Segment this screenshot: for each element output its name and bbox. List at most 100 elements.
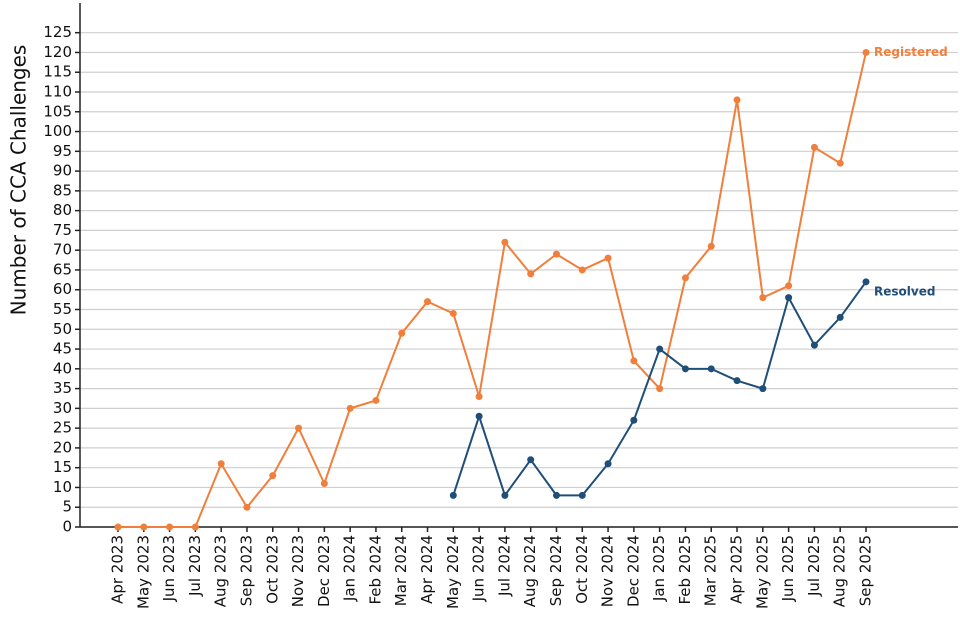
data-point bbox=[578, 491, 586, 499]
y-tick-label: 25 bbox=[53, 419, 72, 437]
x-tick-label: May 2024 bbox=[444, 535, 462, 609]
y-tick-label: 110 bbox=[43, 83, 72, 101]
x-tick-label: Sep 2023 bbox=[237, 535, 255, 606]
y-tick-label: 90 bbox=[53, 162, 72, 180]
data-point bbox=[269, 472, 277, 480]
data-point bbox=[785, 282, 793, 290]
data-point bbox=[707, 242, 715, 250]
data-point bbox=[630, 357, 638, 365]
data-point bbox=[424, 298, 432, 306]
y-tick-label: 105 bbox=[43, 102, 72, 120]
data-point bbox=[862, 48, 870, 56]
data-point bbox=[398, 329, 406, 337]
data-point bbox=[785, 294, 793, 302]
y-tick-label: 15 bbox=[53, 458, 72, 476]
data-point bbox=[810, 341, 818, 349]
x-tick-label: Jan 2024 bbox=[341, 535, 359, 602]
x-tick-label: Sep 2025 bbox=[857, 535, 875, 606]
data-point bbox=[836, 313, 844, 321]
x-tick-label: Jul 2025 bbox=[805, 535, 823, 597]
x-tick-label: Apr 2024 bbox=[418, 535, 436, 604]
x-tick-label: Feb 2025 bbox=[676, 535, 694, 605]
x-tick-label: Oct 2023 bbox=[263, 535, 281, 604]
data-point bbox=[191, 523, 199, 531]
data-point bbox=[656, 385, 664, 393]
y-tick-label: 40 bbox=[53, 359, 72, 377]
y-tick-label: 80 bbox=[53, 201, 72, 219]
data-point bbox=[372, 396, 380, 404]
data-point bbox=[759, 385, 767, 393]
data-point bbox=[552, 250, 560, 258]
series-label: Resolved bbox=[874, 284, 935, 298]
x-tick-label: Mar 2024 bbox=[392, 535, 410, 606]
data-point bbox=[140, 523, 148, 531]
data-point bbox=[475, 412, 483, 420]
y-tick-label: 55 bbox=[53, 300, 72, 318]
x-tick-label: Jun 2025 bbox=[779, 535, 797, 602]
data-point bbox=[475, 393, 483, 400]
x-tick-label: Jun 2023 bbox=[160, 535, 178, 602]
data-point bbox=[243, 503, 251, 511]
x-tick-label: Dec 2023 bbox=[315, 535, 333, 607]
x-tick-label: May 2025 bbox=[753, 535, 771, 609]
x-tick-label: Aug 2023 bbox=[212, 535, 230, 607]
y-tick-label: 85 bbox=[53, 181, 72, 199]
y-tick-label: 0 bbox=[62, 518, 72, 536]
y-tick-label: 100 bbox=[43, 122, 72, 140]
data-point bbox=[604, 254, 612, 262]
data-point bbox=[166, 523, 174, 531]
y-tick-label: 65 bbox=[53, 260, 72, 278]
data-point bbox=[552, 491, 560, 499]
series-line bbox=[118, 52, 867, 528]
y-tick-label: 75 bbox=[53, 221, 72, 239]
x-tick-label: Oct 2024 bbox=[573, 535, 591, 604]
y-tick-label: 115 bbox=[43, 63, 72, 81]
data-point bbox=[862, 278, 870, 286]
data-point bbox=[707, 365, 715, 373]
data-point bbox=[733, 377, 741, 385]
data-point bbox=[527, 270, 535, 278]
x-tick-label: Apr 2023 bbox=[109, 535, 127, 604]
data-point bbox=[346, 404, 354, 412]
x-tick-label: Nov 2024 bbox=[599, 535, 617, 607]
x-tick-label: Jul 2024 bbox=[495, 535, 513, 597]
x-tick-label: Mar 2025 bbox=[702, 535, 720, 606]
y-tick-label: 125 bbox=[43, 23, 72, 41]
data-point bbox=[630, 416, 638, 424]
y-tick-label: 5 bbox=[62, 498, 72, 516]
data-point bbox=[681, 365, 689, 373]
data-point bbox=[578, 266, 586, 274]
data-point bbox=[114, 523, 122, 531]
data-point bbox=[759, 294, 767, 302]
data-point bbox=[836, 159, 844, 167]
y-tick-label: 35 bbox=[53, 379, 72, 397]
data-point bbox=[217, 460, 225, 468]
x-tick-label: Feb 2024 bbox=[366, 535, 384, 605]
x-tick-label: Aug 2024 bbox=[521, 535, 539, 607]
y-tick-label: 120 bbox=[43, 43, 72, 61]
data-point bbox=[810, 143, 818, 151]
data-point bbox=[449, 491, 457, 499]
y-tick-label: 30 bbox=[53, 399, 72, 417]
data-point bbox=[320, 480, 328, 487]
x-tick-label: Sep 2024 bbox=[547, 535, 565, 606]
y-tick-label: 45 bbox=[53, 340, 72, 358]
y-tick-label: 20 bbox=[53, 438, 72, 456]
data-point bbox=[527, 456, 535, 464]
series-label: Registered bbox=[874, 45, 948, 59]
y-tick-label: 60 bbox=[53, 280, 72, 298]
x-tick-label: Jan 2025 bbox=[650, 535, 668, 602]
x-tick-label: Dec 2024 bbox=[624, 535, 642, 607]
x-tick-label: Jun 2024 bbox=[470, 535, 488, 602]
y-tick-label: 70 bbox=[53, 241, 72, 259]
data-point bbox=[449, 309, 457, 317]
y-tick-label: 95 bbox=[53, 142, 72, 160]
data-point bbox=[604, 460, 612, 468]
data-point bbox=[295, 424, 303, 432]
data-point bbox=[656, 345, 664, 353]
x-tick-label: Apr 2025 bbox=[728, 535, 746, 604]
data-point bbox=[501, 491, 509, 499]
data-point bbox=[733, 96, 741, 104]
data-point bbox=[681, 274, 689, 282]
